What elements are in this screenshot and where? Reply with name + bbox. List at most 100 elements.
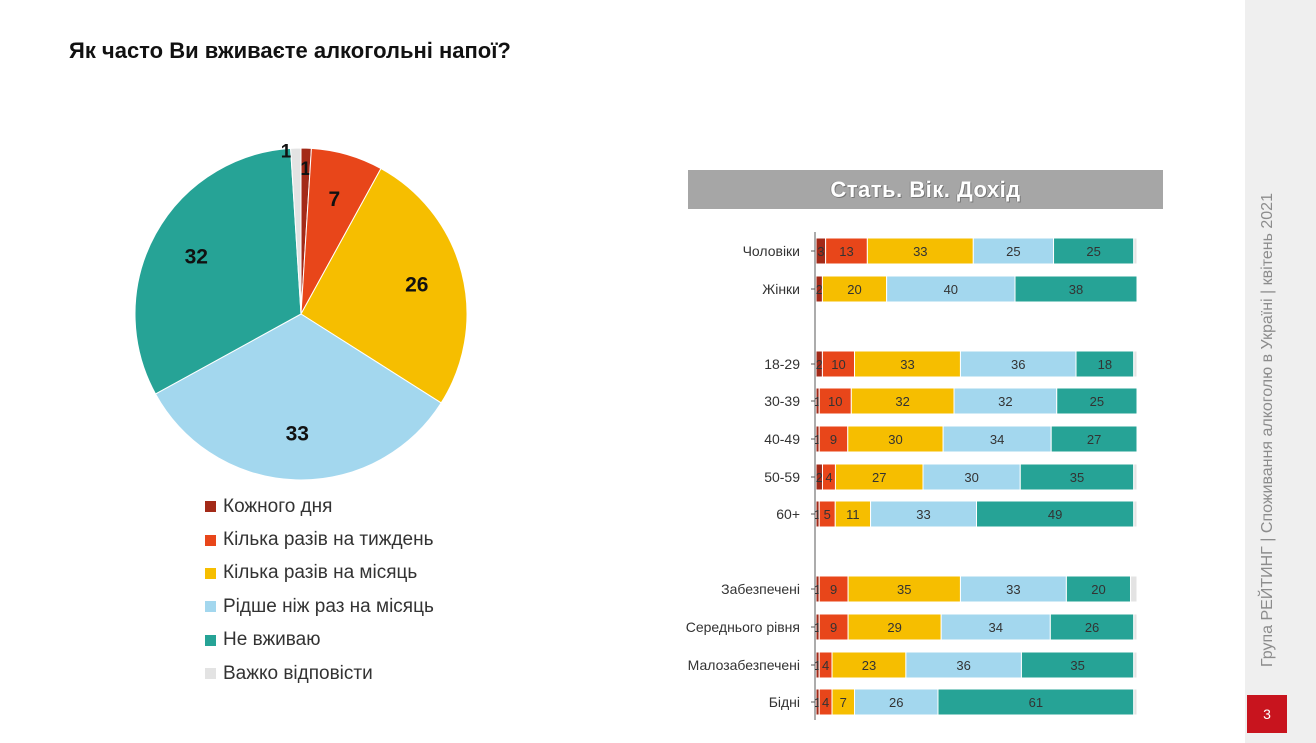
sidebar — [1245, 0, 1316, 743]
bar-data-label: 4 — [822, 695, 829, 710]
category-label: Середнього рівня — [686, 619, 800, 635]
bar-segment — [1053, 237, 1135, 265]
bar-data-label: 2 — [816, 282, 823, 297]
bar-data-label: 40 — [944, 282, 958, 297]
pie-slice — [290, 147, 302, 315]
bar-data-label: 9 — [830, 432, 837, 447]
bar-data-label: 33 — [900, 357, 914, 372]
bar-data-label: 20 — [1091, 582, 1105, 597]
legend-label: Кілька разів на тиждень — [223, 529, 434, 551]
bar-segment — [831, 651, 907, 679]
bar-data-label: 1 — [814, 432, 821, 447]
legend-label: Важко відповісти — [223, 662, 373, 684]
bar-data-label: 18 — [1098, 357, 1112, 372]
bar-data-label: 1 — [814, 394, 821, 409]
bar-segment — [1014, 275, 1138, 303]
bar-segment — [847, 425, 944, 453]
category-label: 40-49 — [764, 431, 800, 447]
bar-segment — [847, 575, 961, 603]
bar-segment — [834, 463, 924, 491]
bar-data-label: 2 — [816, 357, 823, 372]
category-label: Жінки — [762, 281, 800, 297]
bar-data-label: 36 — [1011, 357, 1025, 372]
legend-swatch — [205, 601, 216, 613]
bar-segment — [959, 575, 1067, 603]
bar-data-label: 25 — [1006, 244, 1020, 259]
bar-segment — [959, 350, 1077, 378]
legend-item-monthly: Кілька разів на місяць — [205, 557, 434, 590]
legend-swatch — [205, 534, 216, 546]
category-label: 18-29 — [764, 356, 800, 372]
bar-segment — [1019, 463, 1135, 491]
bar-data-label: 2 — [816, 470, 823, 485]
bar-segment — [1020, 651, 1135, 679]
bar-data-label: 25 — [1090, 394, 1104, 409]
bar-data-label: 1 — [814, 582, 821, 597]
pie-legend: Кожного дня Кілька разів на тиждень Кіль… — [205, 490, 434, 690]
pie-data-label: 1 — [281, 142, 292, 163]
bar-segment — [1050, 425, 1138, 453]
legend-item-weekly: Кілька разів на тиждень — [205, 523, 434, 556]
bar-data-label: 9 — [830, 620, 837, 635]
bar-segment — [834, 500, 872, 528]
legend-swatch — [205, 567, 216, 579]
bar-data-label: 35 — [897, 582, 911, 597]
bar-data-label: 35 — [1070, 470, 1084, 485]
bar-data-label: 10 — [831, 357, 845, 372]
bar-data-label: 33 — [913, 244, 927, 259]
bar-data-label: 20 — [847, 282, 861, 297]
bar-data-label: 61 — [1029, 695, 1043, 710]
legend-item-dk: Важко відповісти — [205, 657, 434, 690]
bar-segment — [972, 237, 1055, 265]
page-title: Як часто Ви вживаєте алкогольні напої? — [69, 38, 511, 63]
bar-data-label: 32 — [895, 394, 909, 409]
bar-data-label: 1 — [814, 658, 821, 673]
bar-data-label: 26 — [889, 695, 903, 710]
bar-segment — [1133, 688, 1138, 716]
bar-data-label: 5 — [824, 507, 831, 522]
pie-data-label: 33 — [286, 422, 309, 445]
bar-data-label: 4 — [822, 658, 829, 673]
bar-data-label: 38 — [1069, 282, 1083, 297]
bar-segment — [953, 387, 1058, 415]
category-label: 30-39 — [764, 393, 800, 409]
bar-segment — [937, 688, 1135, 716]
category-label: Забезпечені — [721, 581, 800, 597]
bar-data-label: 7 — [840, 695, 847, 710]
page-number: 3 — [1247, 695, 1287, 733]
bar-segment — [818, 425, 849, 453]
bar-segment — [847, 613, 942, 641]
pie-data-label: 26 — [405, 273, 428, 296]
bar-segment — [1056, 387, 1138, 415]
bar-segment — [942, 425, 1052, 453]
category-label: Малозабезпечені — [688, 657, 800, 673]
bar-data-label: 29 — [887, 620, 901, 635]
bar-segment — [1133, 500, 1138, 528]
pie-slice — [300, 167, 468, 404]
pie-data-label: 7 — [329, 188, 341, 211]
legend-label: Рідше ніж раз на місяць — [223, 595, 434, 617]
sidebar-caption: Група РЕЙТИНГ | Споживання алкоголю в Ук… — [1259, 193, 1276, 667]
bar-data-label: 30 — [888, 432, 902, 447]
bar-segment — [818, 613, 849, 641]
pie-data-label: 32 — [185, 245, 208, 268]
bar-data-label: 30 — [964, 470, 978, 485]
legend-item-rarely: Рідше ніж раз на місяць — [205, 590, 434, 623]
category-label: 50-59 — [764, 469, 800, 485]
bar-segment — [922, 463, 1021, 491]
bar-data-label: 27 — [1087, 432, 1101, 447]
legend-swatch — [205, 634, 216, 646]
bar-data-label: 33 — [916, 507, 930, 522]
bar-segment — [940, 613, 1051, 641]
bar-segment — [1049, 613, 1135, 641]
legend-swatch — [205, 668, 216, 680]
bar-data-label: 11 — [846, 507, 860, 522]
legend-swatch — [205, 501, 216, 513]
bar-segment — [1133, 237, 1138, 265]
bar-data-label: 26 — [1085, 620, 1099, 635]
bar-data-label: 33 — [1006, 582, 1020, 597]
bar-data-label: 23 — [862, 658, 876, 673]
legend-item-daily: Кожного дня — [205, 490, 434, 523]
